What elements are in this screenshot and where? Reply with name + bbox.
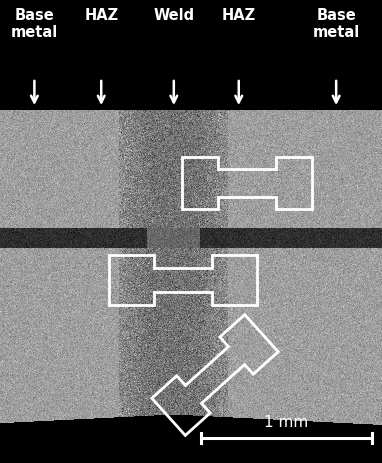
Text: 1 mm: 1 mm xyxy=(264,415,309,430)
Text: HAZ: HAZ xyxy=(222,8,256,23)
Text: Base
metal: Base metal xyxy=(11,8,58,40)
Text: HAZ: HAZ xyxy=(84,8,118,23)
Text: Weld: Weld xyxy=(153,8,194,23)
Text: Base
metal: Base metal xyxy=(312,8,360,40)
